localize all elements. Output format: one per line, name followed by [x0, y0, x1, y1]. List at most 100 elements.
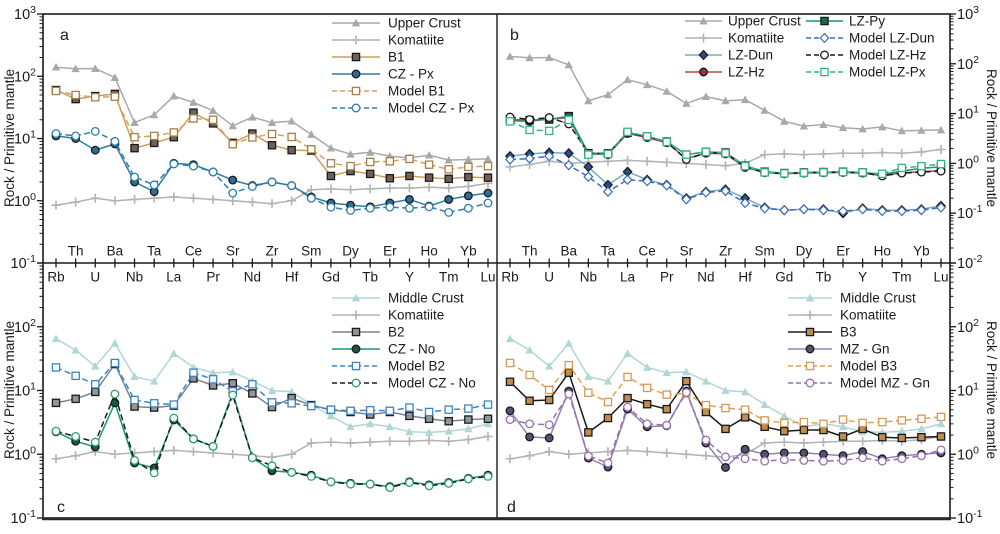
x-tick-label-u-b: U: [544, 270, 554, 285]
y-tick-label-10e1-left-c: 101: [14, 381, 36, 400]
x-tick-label-pr-b: Pr: [660, 270, 674, 285]
x-tick-label-ba-a: Ba: [107, 244, 124, 259]
legend-label-model-mz-gn: Model MZ - Gn: [840, 376, 930, 391]
panel-c-series-model-cz-no: [51, 389, 493, 493]
x-tick-label-rb-b: Rb: [501, 270, 518, 285]
legend-label-model-lz-hz: Model LZ-Hz: [849, 48, 927, 63]
x-tick-label-er-a: Er: [383, 244, 397, 259]
y-axis-right-b: 103 102 101 100 10-1 10-2: [950, 4, 983, 272]
legend-label-b1: B1: [388, 50, 405, 65]
legend-label-model-b3: Model B3: [840, 359, 897, 374]
legend-item-model-b2: Model B2: [332, 359, 445, 374]
y-tick-label-10e2-right-b: 102: [957, 54, 979, 73]
panel-letter-b: b: [510, 27, 519, 44]
legend-item-mz-gn: MZ - Gn: [788, 342, 890, 357]
legend-item-lz-py: LZ-Py: [806, 14, 885, 29]
panel-d: [505, 334, 946, 472]
legend-item-cz-px: CZ - Px: [332, 67, 434, 82]
legend-label-upper-crust: Upper Crust: [728, 14, 801, 29]
y-tick-label-10e1-left-a: 101: [14, 129, 36, 148]
panel-letter-d: d: [507, 499, 516, 516]
x-tick-label-sr-a: Sr: [226, 244, 240, 259]
panel-letter-a: a: [60, 27, 69, 44]
x-tick-label-yb-a: Yb: [460, 244, 477, 259]
x-tick-label-ho-a: Ho: [420, 244, 437, 259]
legend-label-model-lz-px: Model LZ-Px: [849, 65, 926, 80]
x-tick-label-ce-b: Ce: [639, 244, 656, 259]
legend-item-model-lz-dun: Model LZ-Dun: [806, 31, 935, 46]
legend-item-lz-hz: LZ-Hz: [685, 65, 765, 80]
x-tick-label-y-b: Y: [858, 270, 867, 285]
legend-label-lz-hz: LZ-Hz: [728, 65, 765, 80]
x-tick-label-th-b: Th: [522, 244, 538, 259]
panel-a-series-upper-crust: [51, 62, 493, 164]
panel-b-series-model-lz-px: [505, 115, 946, 178]
legend-label-lz-py: LZ-Py: [849, 14, 885, 29]
y-tick-label-10e-1-right-d: 10-1: [957, 508, 983, 527]
legend-item-b2: B2: [332, 325, 405, 340]
legend-item-upper-crust: Upper Crust: [332, 16, 461, 31]
x-tick-label-zr-b: Zr: [719, 244, 732, 259]
x-tick-label-tm-a: Tm: [439, 270, 459, 285]
y-tick-label-10e3-left-a: 103: [14, 4, 36, 23]
panel-frames: [42, 13, 951, 521]
x-tick-label-lu-a: Lu: [480, 270, 495, 285]
y-tick-label-10e1-right-b: 101: [957, 104, 979, 123]
legend-label-middle-crust: Middle Crust: [388, 291, 464, 306]
legend-panel-d: Middle Crust Komatiite B3 MZ - Gn Model B3 Mo…: [788, 291, 930, 391]
y-tick-label-10e-1-right-b: 10-1: [957, 203, 983, 222]
legend-label-komatiite: Komatiite: [388, 33, 444, 48]
legend-item-model-b3: Model B3: [788, 359, 897, 374]
x-tick-label-nd-a: Nd: [244, 270, 261, 285]
legend-label-mz-gn: MZ - Gn: [840, 342, 890, 357]
legend-item-b1: B1: [332, 50, 405, 65]
y-axis-title-left-0: Rock / Primitive mantle: [2, 69, 17, 207]
y-tick-label-10e-2-right-b: 10-2: [957, 253, 983, 272]
y-tick-label-10e-1-left-a: 10-1: [11, 253, 37, 272]
y-tick-label-10e2-left-c: 102: [14, 317, 36, 336]
x-tick-label-rb-a: Rb: [47, 270, 64, 285]
y-tick-label-10e1-right-d: 101: [957, 381, 979, 400]
legend-label-model-cz-px: Model CZ - Px: [388, 101, 475, 116]
x-tick-label-nb-a: Nb: [126, 270, 143, 285]
x-tick-label-ba-b: Ba: [561, 244, 578, 259]
panel-d-series-model-mz-gn: [505, 388, 946, 468]
panel-b: [504, 52, 947, 219]
x-tick-label-ta-b: Ta: [601, 244, 616, 259]
legend-label-b3: B3: [840, 325, 857, 340]
x-tick-label-dy-b: Dy: [796, 244, 813, 259]
legend-label-model-cz-no: Model CZ - No: [388, 376, 476, 391]
x-tick-label-gd-a: Gd: [322, 270, 340, 285]
legend-item-model-lz-px: Model LZ-Px: [806, 65, 926, 80]
x-tick-label-zr-a: Zr: [266, 244, 279, 259]
x-tick-label-hf-a: Hf: [285, 270, 299, 285]
panel-d-series-model-b3: [505, 358, 946, 429]
y-axis-title-right-1: Rock / Primitive mantle: [984, 321, 999, 459]
legend-item-middle-crust: Middle Crust: [788, 291, 916, 306]
legend-item-lz-dun: LZ-Dun: [685, 48, 773, 63]
x-tick-label-nb-b: Nb: [580, 270, 597, 285]
legend-panel-c: Middle Crust Komatiite B2 CZ - No Model B2 Mo…: [332, 291, 476, 391]
legend-item-model-cz-px: Model CZ - Px: [332, 101, 475, 116]
panel-a: [51, 62, 493, 217]
legend-item-cz-no: CZ - No: [332, 342, 435, 357]
x-tick-label-y-a: Y: [405, 270, 414, 285]
legend-label-cz-px: CZ - Px: [388, 67, 434, 82]
y-tick-label-10e2-right-d: 102: [957, 317, 979, 336]
y-tick-label-10e2-left-a: 102: [14, 66, 36, 85]
x-tick-label-th-a: Th: [68, 244, 84, 259]
x-tick-label-hf-b: Hf: [738, 270, 752, 285]
y-tick-label-10e0-left-a: 100: [14, 191, 36, 210]
legend-label-lz-dun: LZ-Dun: [728, 48, 773, 63]
panel-c-series-b2: [51, 359, 493, 426]
y-tick-label-10e-1-left-c: 10-1: [11, 508, 37, 527]
legend-item-model-b1: Model B1: [332, 84, 445, 99]
x-tick-label-sr-b: Sr: [680, 244, 694, 259]
legend-item-komatiite: Komatiite: [685, 31, 784, 46]
legend-label-upper-crust: Upper Crust: [388, 16, 461, 31]
legend-item-model-lz-hz: Model LZ-Hz: [806, 48, 927, 63]
legend-label-cz-no: CZ - No: [388, 342, 435, 357]
x-tick-label-tb-b: Tb: [816, 270, 832, 285]
x-tick-label-u-a: U: [90, 270, 100, 285]
